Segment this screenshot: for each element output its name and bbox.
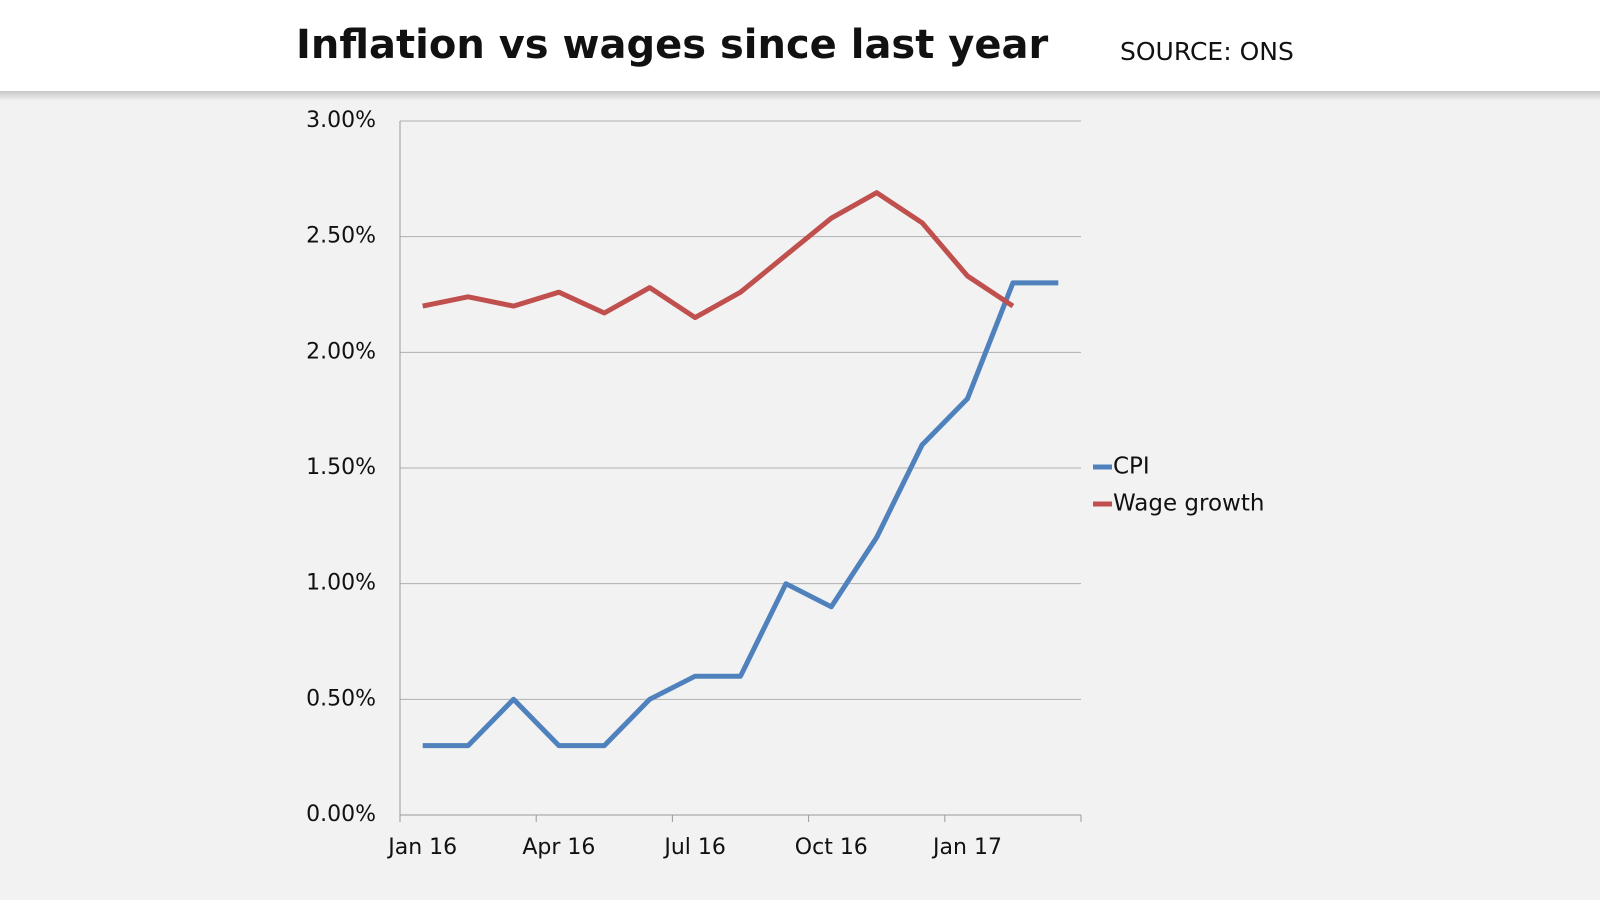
y-tick-label: 0.50% <box>306 686 376 711</box>
y-tick-label: 2.50% <box>306 224 376 249</box>
legend-label: CPI <box>1113 454 1150 480</box>
series-line <box>422 280 1059 749</box>
chart-title: Inflation vs wages since last year <box>296 22 1048 68</box>
legend-label: Wage growth <box>1113 491 1264 517</box>
y-tick-label: 3.00% <box>306 108 376 133</box>
x-tick-label: Jan 16 <box>386 835 457 860</box>
x-tick-label: Oct 16 <box>795 835 868 860</box>
header <box>0 0 1600 91</box>
source: SOURCE: ONS <box>1120 37 1294 66</box>
series-line <box>422 190 1015 321</box>
y-tick-label: 0.00% <box>306 802 376 827</box>
y-tick-label: 1.50% <box>306 455 376 480</box>
x-tick-label: Apr 16 <box>522 835 595 860</box>
header-shadow <box>0 91 1600 101</box>
y-tick-label: 1.00% <box>306 571 376 596</box>
x-tick-label: Jul 16 <box>662 835 726 860</box>
x-tick-label: Jan 17 <box>931 835 1002 860</box>
y-tick-label: 2.00% <box>306 339 376 364</box>
